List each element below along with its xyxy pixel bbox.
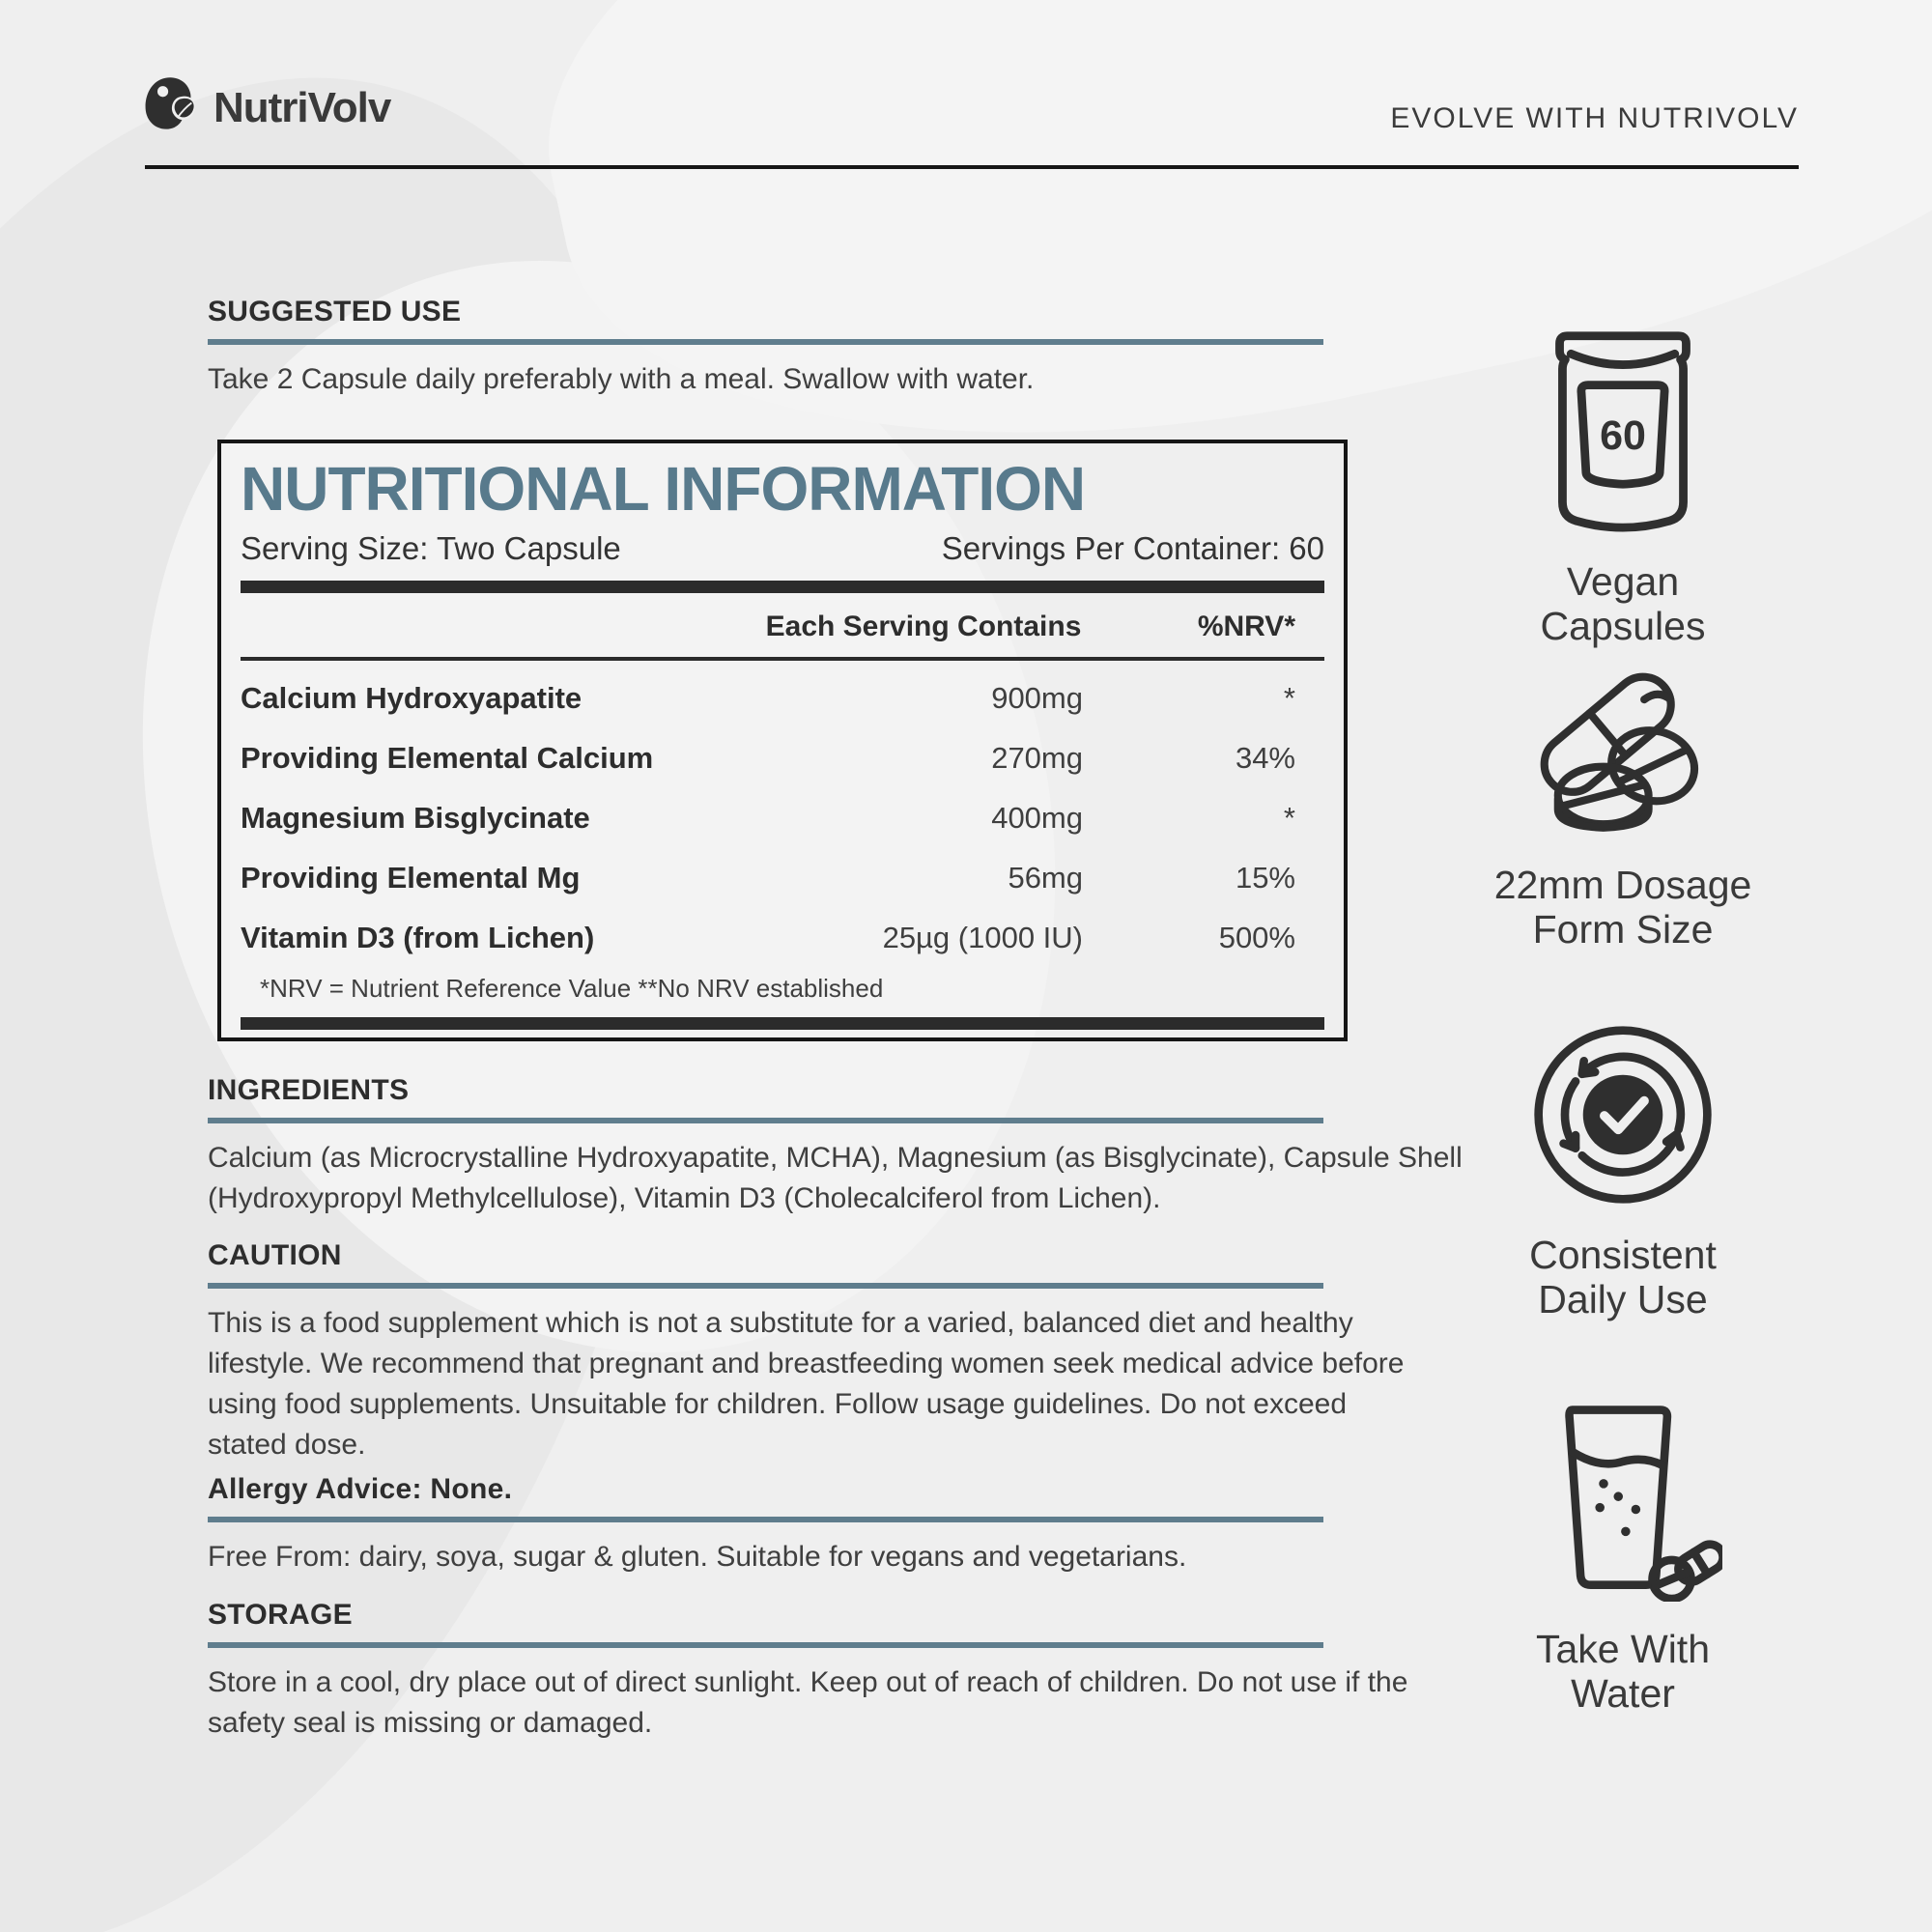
- nutrient-amount: 270mg: [991, 740, 1083, 775]
- nutrition-title: NUTRITIONAL INFORMATION: [241, 454, 1086, 524]
- column-nrv-header: %NRV*: [1197, 610, 1295, 642]
- section-body: Calcium (as Microcrystalline Hydroxyapat…: [208, 1142, 1463, 1214]
- section-underline: [208, 1118, 1323, 1123]
- table-row: Vitamin D3 (from Lichen) 25µg (1000 IU) …: [241, 908, 1324, 968]
- section-body: This is a food supplement which is not a…: [208, 1307, 1405, 1461]
- nutrient-name: Providing Elemental Calcium: [241, 740, 654, 775]
- nutrient-nrv: *: [1283, 680, 1295, 715]
- benefit-consistent-use: Consistent Daily Use: [1449, 1022, 1797, 1322]
- nutrition-facts-panel: NUTRITIONAL INFORMATION Serving Size: Tw…: [217, 440, 1348, 1041]
- nutrient-name: Calcium Hydroxyapatite: [241, 680, 582, 715]
- serving-size: Serving Size: Two Capsule: [241, 529, 621, 566]
- brand-logo: NutriVolv: [140, 75, 391, 140]
- nutrition-header-row: Each Serving Contains %NRV*: [241, 593, 1324, 657]
- nutrient-amount: 25µg (1000 IU): [882, 920, 1083, 954]
- section-body: Store in a cool, dry place out of direct…: [208, 1666, 1408, 1739]
- section-body: Take 2 Capsule daily preferably with a m…: [208, 363, 1035, 395]
- pouch-icon: 60: [1542, 327, 1704, 539]
- nutrient-nrv: 34%: [1235, 740, 1295, 775]
- section-title: SUGGESTED USE: [208, 296, 462, 327]
- thick-rule: [241, 580, 1324, 593]
- table-row: Providing Elemental Calcium 270mg 34%: [241, 728, 1324, 788]
- nutrient-name: Magnesium Bisglycinate: [241, 800, 590, 835]
- section-underline: [208, 1283, 1323, 1289]
- thin-rule: [241, 656, 1324, 661]
- header-divider: [145, 165, 1799, 169]
- table-row: Calcium Hydroxyapatite 900mg *: [241, 668, 1324, 728]
- benefit-dosage-size: 22mm Dosage Form Size: [1449, 671, 1797, 952]
- table-row: Magnesium Bisglycinate 400mg *: [241, 788, 1324, 848]
- table-row: Providing Elemental Mg 56mg 15%: [241, 848, 1324, 908]
- section-title: INGREDIENTS: [208, 1074, 410, 1106]
- brand-tagline: EVOLVE WITH NUTRIVOLV: [1390, 102, 1799, 134]
- section-title: STORAGE: [208, 1599, 353, 1631]
- nrv-footnote: *NRV = Nutrient Reference Value **No NRV…: [260, 973, 884, 1003]
- nutrient-name: Providing Elemental Mg: [241, 860, 581, 895]
- nutrient-name: Vitamin D3 (from Lichen): [241, 920, 595, 954]
- section-body: Free From: dairy, soya, sugar & gluten. …: [208, 1541, 1187, 1573]
- section-allergy-advice: Allergy Advice: None. Free From: dairy, …: [208, 1473, 1410, 1577]
- benefit-label: Vegan Capsules: [1540, 559, 1706, 648]
- benefit-label: Consistent Daily Use: [1529, 1233, 1717, 1321]
- benefit-label: 22mm Dosage Form Size: [1493, 863, 1752, 952]
- section-ingredients: INGREDIENTS Calcium (as Microcrystalline…: [208, 1074, 1473, 1219]
- section-underline: [208, 1642, 1323, 1648]
- capsule-tablets-icon: [1520, 671, 1725, 842]
- section-underline: [208, 339, 1323, 345]
- thick-rule: [241, 1016, 1324, 1030]
- brand-name: NutriVolv: [213, 83, 391, 131]
- nutrient-nrv: *: [1283, 800, 1295, 835]
- water-glass-icon: [1524, 1399, 1727, 1606]
- nutrient-amount: 400mg: [991, 800, 1083, 835]
- section-underline: [208, 1517, 1323, 1522]
- benefit-take-with-water: Take With Water: [1449, 1399, 1797, 1717]
- benefit-vegan-capsules: 60 Vegan Capsules: [1449, 327, 1797, 649]
- capsule-count-badge: 60: [1600, 412, 1646, 459]
- nutrient-nrv: 500%: [1218, 920, 1295, 954]
- section-title: CAUTION: [208, 1239, 342, 1271]
- section-suggested-use: SUGGESTED USE Take 2 Capsule daily prefe…: [208, 296, 1410, 400]
- nutrition-rows: Calcium Hydroxyapatite 900mg * Providing…: [241, 668, 1324, 968]
- section-caution: CAUTION This is a food supplement which …: [208, 1239, 1410, 1465]
- benefit-label: Take With Water: [1536, 1627, 1710, 1716]
- nutrient-amount: 900mg: [991, 680, 1083, 715]
- section-title: Allergy Advice: None.: [208, 1473, 513, 1505]
- column-amount-header: Each Serving Contains: [765, 610, 1082, 642]
- serving-row: Serving Size: Two Capsule Servings Per C…: [241, 530, 1324, 567]
- brand-leaf-icon: [140, 75, 200, 140]
- servings-per-container: Servings Per Container: 60: [941, 529, 1324, 566]
- nutrient-nrv: 15%: [1235, 860, 1295, 895]
- cycle-check-icon: [1530, 1022, 1716, 1212]
- nutrient-amount: 56mg: [1008, 860, 1083, 895]
- section-storage: STORAGE Store in a cool, dry place out o…: [208, 1599, 1410, 1744]
